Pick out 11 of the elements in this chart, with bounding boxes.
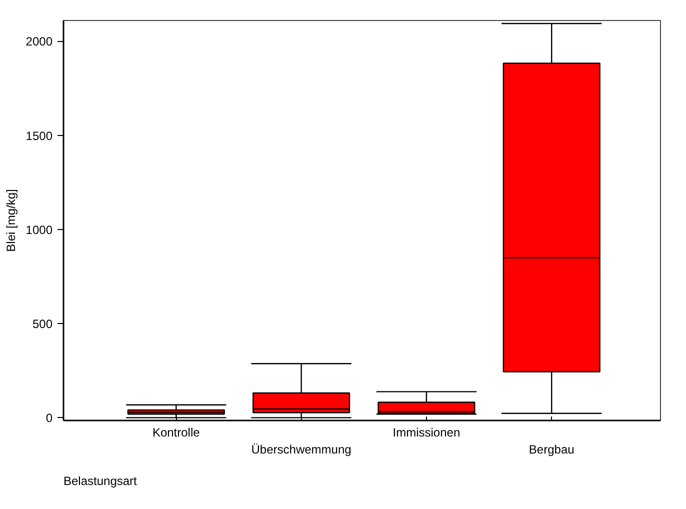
y-tick-label: 500 — [32, 317, 53, 332]
x-tick-label: Bergbau — [528, 442, 574, 456]
x-tick-label: Kontrolle — [152, 426, 200, 440]
x-axis-title: Belastungsart — [64, 474, 138, 488]
x-tick-label: Immissionen — [392, 426, 460, 440]
y-tick-label: 2000 — [26, 34, 53, 49]
y-tick-label: 0 — [46, 411, 53, 426]
y-axis-title: Blei [mg/kg] — [4, 189, 18, 252]
y-tick-label: 1000 — [26, 222, 53, 237]
y-tick-label: 1500 — [26, 128, 53, 143]
x-tick-label: Überschwemmung — [251, 442, 352, 456]
